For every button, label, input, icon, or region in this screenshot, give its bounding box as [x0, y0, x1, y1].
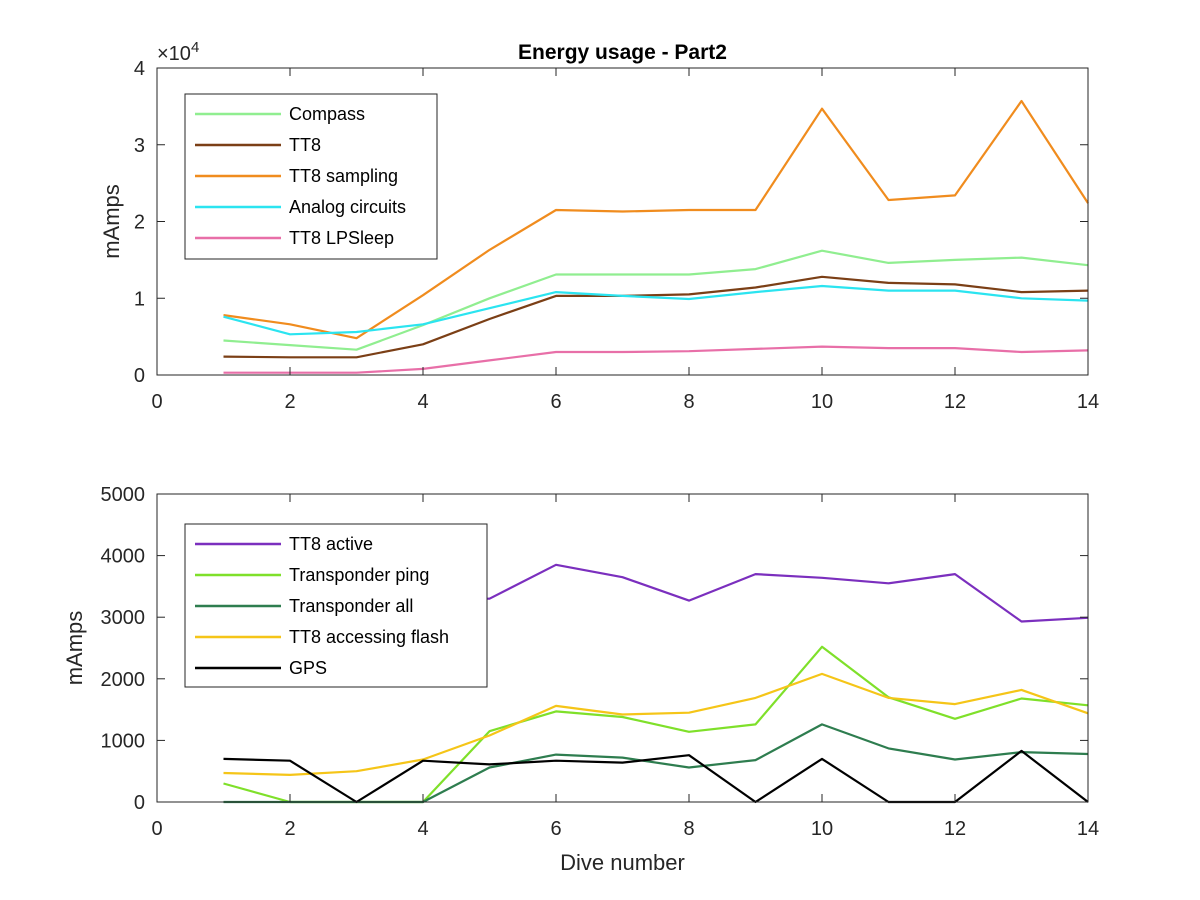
- series-line-analog-circuits: [223, 284, 1089, 336]
- y-tick-label: 1000: [101, 730, 146, 752]
- legend-label: Transponder all: [289, 596, 413, 616]
- y-exponent-base: ×10: [157, 43, 191, 65]
- bottom-subplot: 0 2 4 6 8 10 12 14 0 1000 2000 3000 4000 5000 mAmps Div…: [62, 484, 1099, 875]
- x-tick-label: 14: [1077, 391, 1099, 413]
- x-tick-label: 2: [284, 391, 295, 413]
- axes-box: [156, 493, 1089, 803]
- x-tick-label: 2: [284, 818, 295, 840]
- x-tick-label: 0: [151, 391, 162, 413]
- x-tick-label: 6: [550, 391, 561, 413]
- x-tick-label: 10: [811, 391, 833, 413]
- legend-label: TT8 active: [289, 534, 373, 554]
- y-axis-label: mAmps: [99, 184, 124, 259]
- x-tick-label: 8: [683, 391, 694, 413]
- y-tick-label: 1: [134, 288, 145, 310]
- x-axis-label: Dive number: [560, 850, 685, 875]
- series-line-compass: [223, 249, 1089, 351]
- x-tick-label: 12: [944, 391, 966, 413]
- y-axis-label: mAmps: [62, 611, 87, 686]
- legend-label: TT8 accessing flash: [289, 627, 449, 647]
- legend-label: TT8 sampling: [289, 166, 398, 186]
- y-tick-label: 4: [134, 58, 145, 80]
- legend-label: Analog circuits: [289, 197, 406, 217]
- series-line-tt8: [223, 275, 1089, 359]
- x-tick-label: 4: [417, 818, 428, 840]
- legend-label: Transponder ping: [289, 565, 429, 585]
- legend-label: TT8 LPSleep: [289, 228, 394, 248]
- x-tick-label: 0: [151, 818, 162, 840]
- legend-label: TT8: [289, 135, 321, 155]
- legend-label: GPS: [289, 658, 327, 678]
- y-tick-label: 3: [134, 135, 145, 157]
- x-tick-label: 12: [944, 818, 966, 840]
- x-tick-label: 6: [550, 818, 561, 840]
- series-line-tt8-accessing-flash: [223, 672, 1089, 777]
- y-tick-label: 5000: [101, 484, 146, 506]
- x-tick-label: 4: [417, 391, 428, 413]
- y-tick-label: 2: [134, 212, 145, 234]
- y-tick-label: 0: [134, 792, 145, 814]
- x-tick-label: 8: [683, 818, 694, 840]
- chart-title: Energy usage - Part2: [518, 41, 727, 64]
- y-exponent-power: 4: [191, 39, 199, 56]
- y-tick-label: 2000: [101, 669, 146, 691]
- y-tick-label: 4000: [101, 546, 146, 568]
- x-tick-label: 14: [1077, 818, 1099, 840]
- y-exponent-label: ×104: [157, 39, 199, 65]
- legend-label: Compass: [289, 104, 365, 124]
- y-tick-label: 3000: [101, 607, 146, 629]
- legend-box: [184, 93, 438, 260]
- series-line-tt8-lpsleep: [223, 345, 1089, 374]
- x-tick-label: 10: [811, 818, 833, 840]
- y-tick-label: 0: [134, 365, 145, 387]
